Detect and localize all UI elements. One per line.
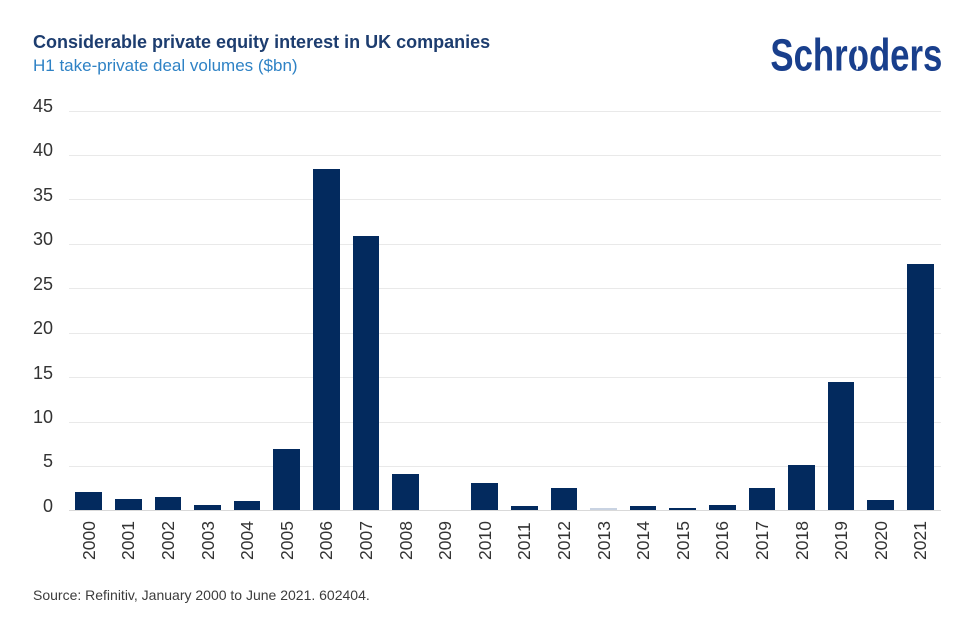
svg-text:Schroders: Schroders	[770, 29, 942, 80]
